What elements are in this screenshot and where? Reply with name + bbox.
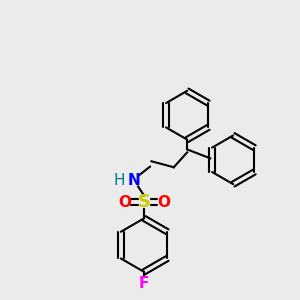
Text: O: O (157, 194, 170, 209)
Text: F: F (139, 276, 149, 291)
Text: S: S (138, 193, 151, 211)
Text: O: O (118, 194, 131, 209)
Text: H: H (114, 173, 125, 188)
Text: N: N (127, 173, 140, 188)
